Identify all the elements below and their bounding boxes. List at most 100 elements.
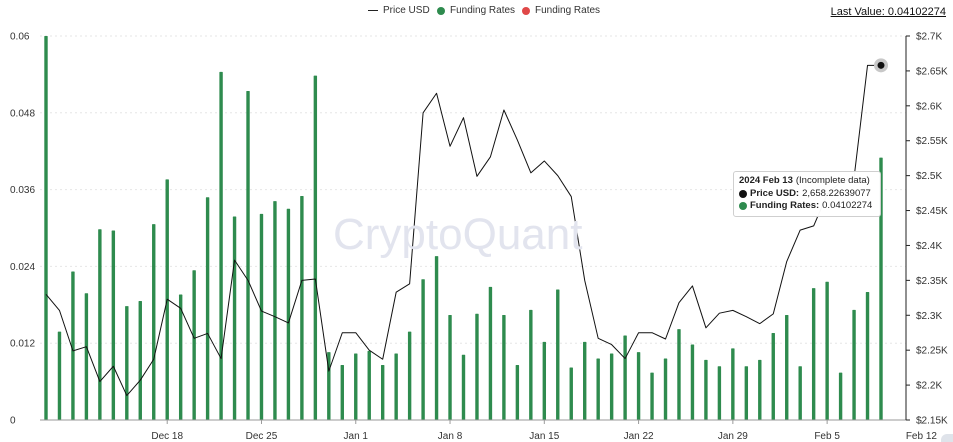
tooltip-date: 2024 Feb 13 (739, 175, 793, 186)
hover-price-point (877, 61, 885, 69)
funding-bar (44, 36, 48, 420)
last-value-link[interactable]: Last Value: 0.04102274 (830, 6, 946, 18)
funding-bar (677, 329, 681, 420)
funding-bar (865, 292, 870, 420)
funding-bar (125, 306, 129, 420)
legend-item-price[interactable]: Price USD (368, 5, 430, 16)
tooltip-funding-value: 0.04102274 (822, 200, 873, 211)
y-left-tick-label: 0.036 (10, 185, 35, 196)
funding-bar (380, 364, 385, 420)
funding-bar (71, 271, 75, 420)
y-left-tick-label: 0.012 (10, 339, 35, 350)
funding-bar (152, 224, 156, 420)
x-tick-label: Jan 1 (344, 431, 369, 442)
funding-bar (461, 354, 466, 420)
axes: 0 0.012 0.024 0.036 0.048 0.06 $2.15K $2.2K $2.2… (10, 32, 948, 442)
funding-bar (609, 353, 614, 420)
funding-bar (744, 366, 749, 420)
x-tick-label: Dec 18 (151, 431, 183, 442)
funding-bar (246, 91, 250, 420)
y-right-tick-label: $2.5K (916, 171, 942, 182)
funding-bar (529, 309, 533, 420)
funding-bar (771, 332, 775, 420)
funding-bar (569, 367, 573, 420)
funding-bar (340, 364, 344, 420)
legend-item-funding[interactable]: Funding Rates (437, 5, 515, 16)
y-left-tick-label: 0.06 (10, 32, 30, 43)
y-right-tick-label: $2.2K (916, 381, 942, 392)
funding-bar (798, 366, 802, 420)
y-right-tick-label: $2.35K (916, 276, 948, 287)
funding-bar (232, 216, 237, 420)
y-right-tick-label: $2.6K (916, 101, 942, 112)
y-right-tick-label: $2.3K (916, 311, 942, 322)
funding-bar (192, 270, 196, 420)
funding-bar (138, 300, 142, 420)
y-right-tick-label: $2.4K (916, 241, 942, 252)
funding-bar (758, 359, 762, 420)
y-left-tick-label: 0.048 (10, 108, 35, 119)
tooltip-price-row: Price USD: 2,658.22639077 (739, 188, 875, 201)
funding-bar (731, 348, 735, 420)
price-line (45, 64, 881, 397)
funding-bar (367, 350, 371, 420)
corner-widget[interactable] (941, 434, 953, 442)
tooltip-header: 2024 Feb 13 (Incomplete data) (739, 175, 875, 188)
funding-bar (502, 315, 506, 420)
y-right-tick-label: $2.65K (916, 66, 948, 77)
funding-bar (259, 213, 264, 420)
red-dot-icon (522, 6, 530, 15)
green-dot-icon (437, 6, 445, 15)
funding-bar (542, 341, 547, 420)
funding-bar (811, 288, 816, 420)
funding-bar (205, 197, 210, 420)
funding-bar (852, 309, 856, 420)
tooltip-price-value: 2,658.22639077 (802, 187, 871, 199)
x-tick-label: Jan 29 (718, 431, 748, 442)
funding-bar (704, 359, 708, 420)
funding-bar (650, 372, 654, 420)
tooltip-note: (Incomplete data) (795, 175, 870, 186)
funding-bar (448, 315, 452, 420)
funding-bar (394, 353, 398, 420)
tooltip-funding-label: Funding Rates: (750, 200, 820, 211)
watermark: CryptoQuant (333, 210, 583, 259)
funding-bar (286, 208, 291, 420)
funding-bar (98, 229, 102, 420)
funding-bar (475, 313, 479, 420)
funding-bar (879, 157, 883, 420)
funding-bar (111, 230, 116, 420)
funding-bar (785, 315, 789, 420)
y-right-tick-label: $2.55K (916, 136, 948, 147)
y-left-tick-label: 0.024 (10, 262, 35, 273)
y-right-tick-label: $2.45K (916, 206, 948, 217)
funding-bar (583, 341, 587, 420)
funding-bar (556, 289, 560, 420)
funding-bar (623, 335, 627, 420)
funding-bar (690, 344, 695, 420)
legend-funding-negative-label: Funding Rates (535, 5, 601, 16)
funding-bar (825, 281, 829, 420)
price-line-layer (45, 58, 888, 397)
legend-funding-label: Funding Rates (450, 5, 516, 16)
legend-item-funding-negative[interactable]: Funding Rates (522, 5, 600, 16)
x-tick-label: Feb 12 (906, 431, 938, 442)
line-swatch-icon (368, 10, 378, 11)
black-dot-icon (739, 189, 747, 198)
legend-price-label: Price USD (383, 5, 430, 16)
funding-bar (515, 364, 520, 420)
tooltip: 2024 Feb 13 (Incomplete data) Price USD:… (733, 171, 881, 217)
funding-bar (178, 294, 183, 420)
funding-bar (717, 366, 722, 420)
x-tick-label: Jan 15 (529, 431, 559, 442)
funding-bar (219, 71, 223, 420)
funding-bar (636, 352, 641, 420)
funding-rate-bars (44, 36, 883, 421)
y-left-tick-label: 0 (10, 416, 16, 427)
funding-bar (663, 358, 668, 420)
x-tick-label: Jan 22 (624, 431, 654, 442)
green-dot-icon (739, 202, 747, 211)
funding-bar (57, 331, 62, 420)
legend: Price USD Funding Rates Funding Rates (0, 5, 953, 21)
